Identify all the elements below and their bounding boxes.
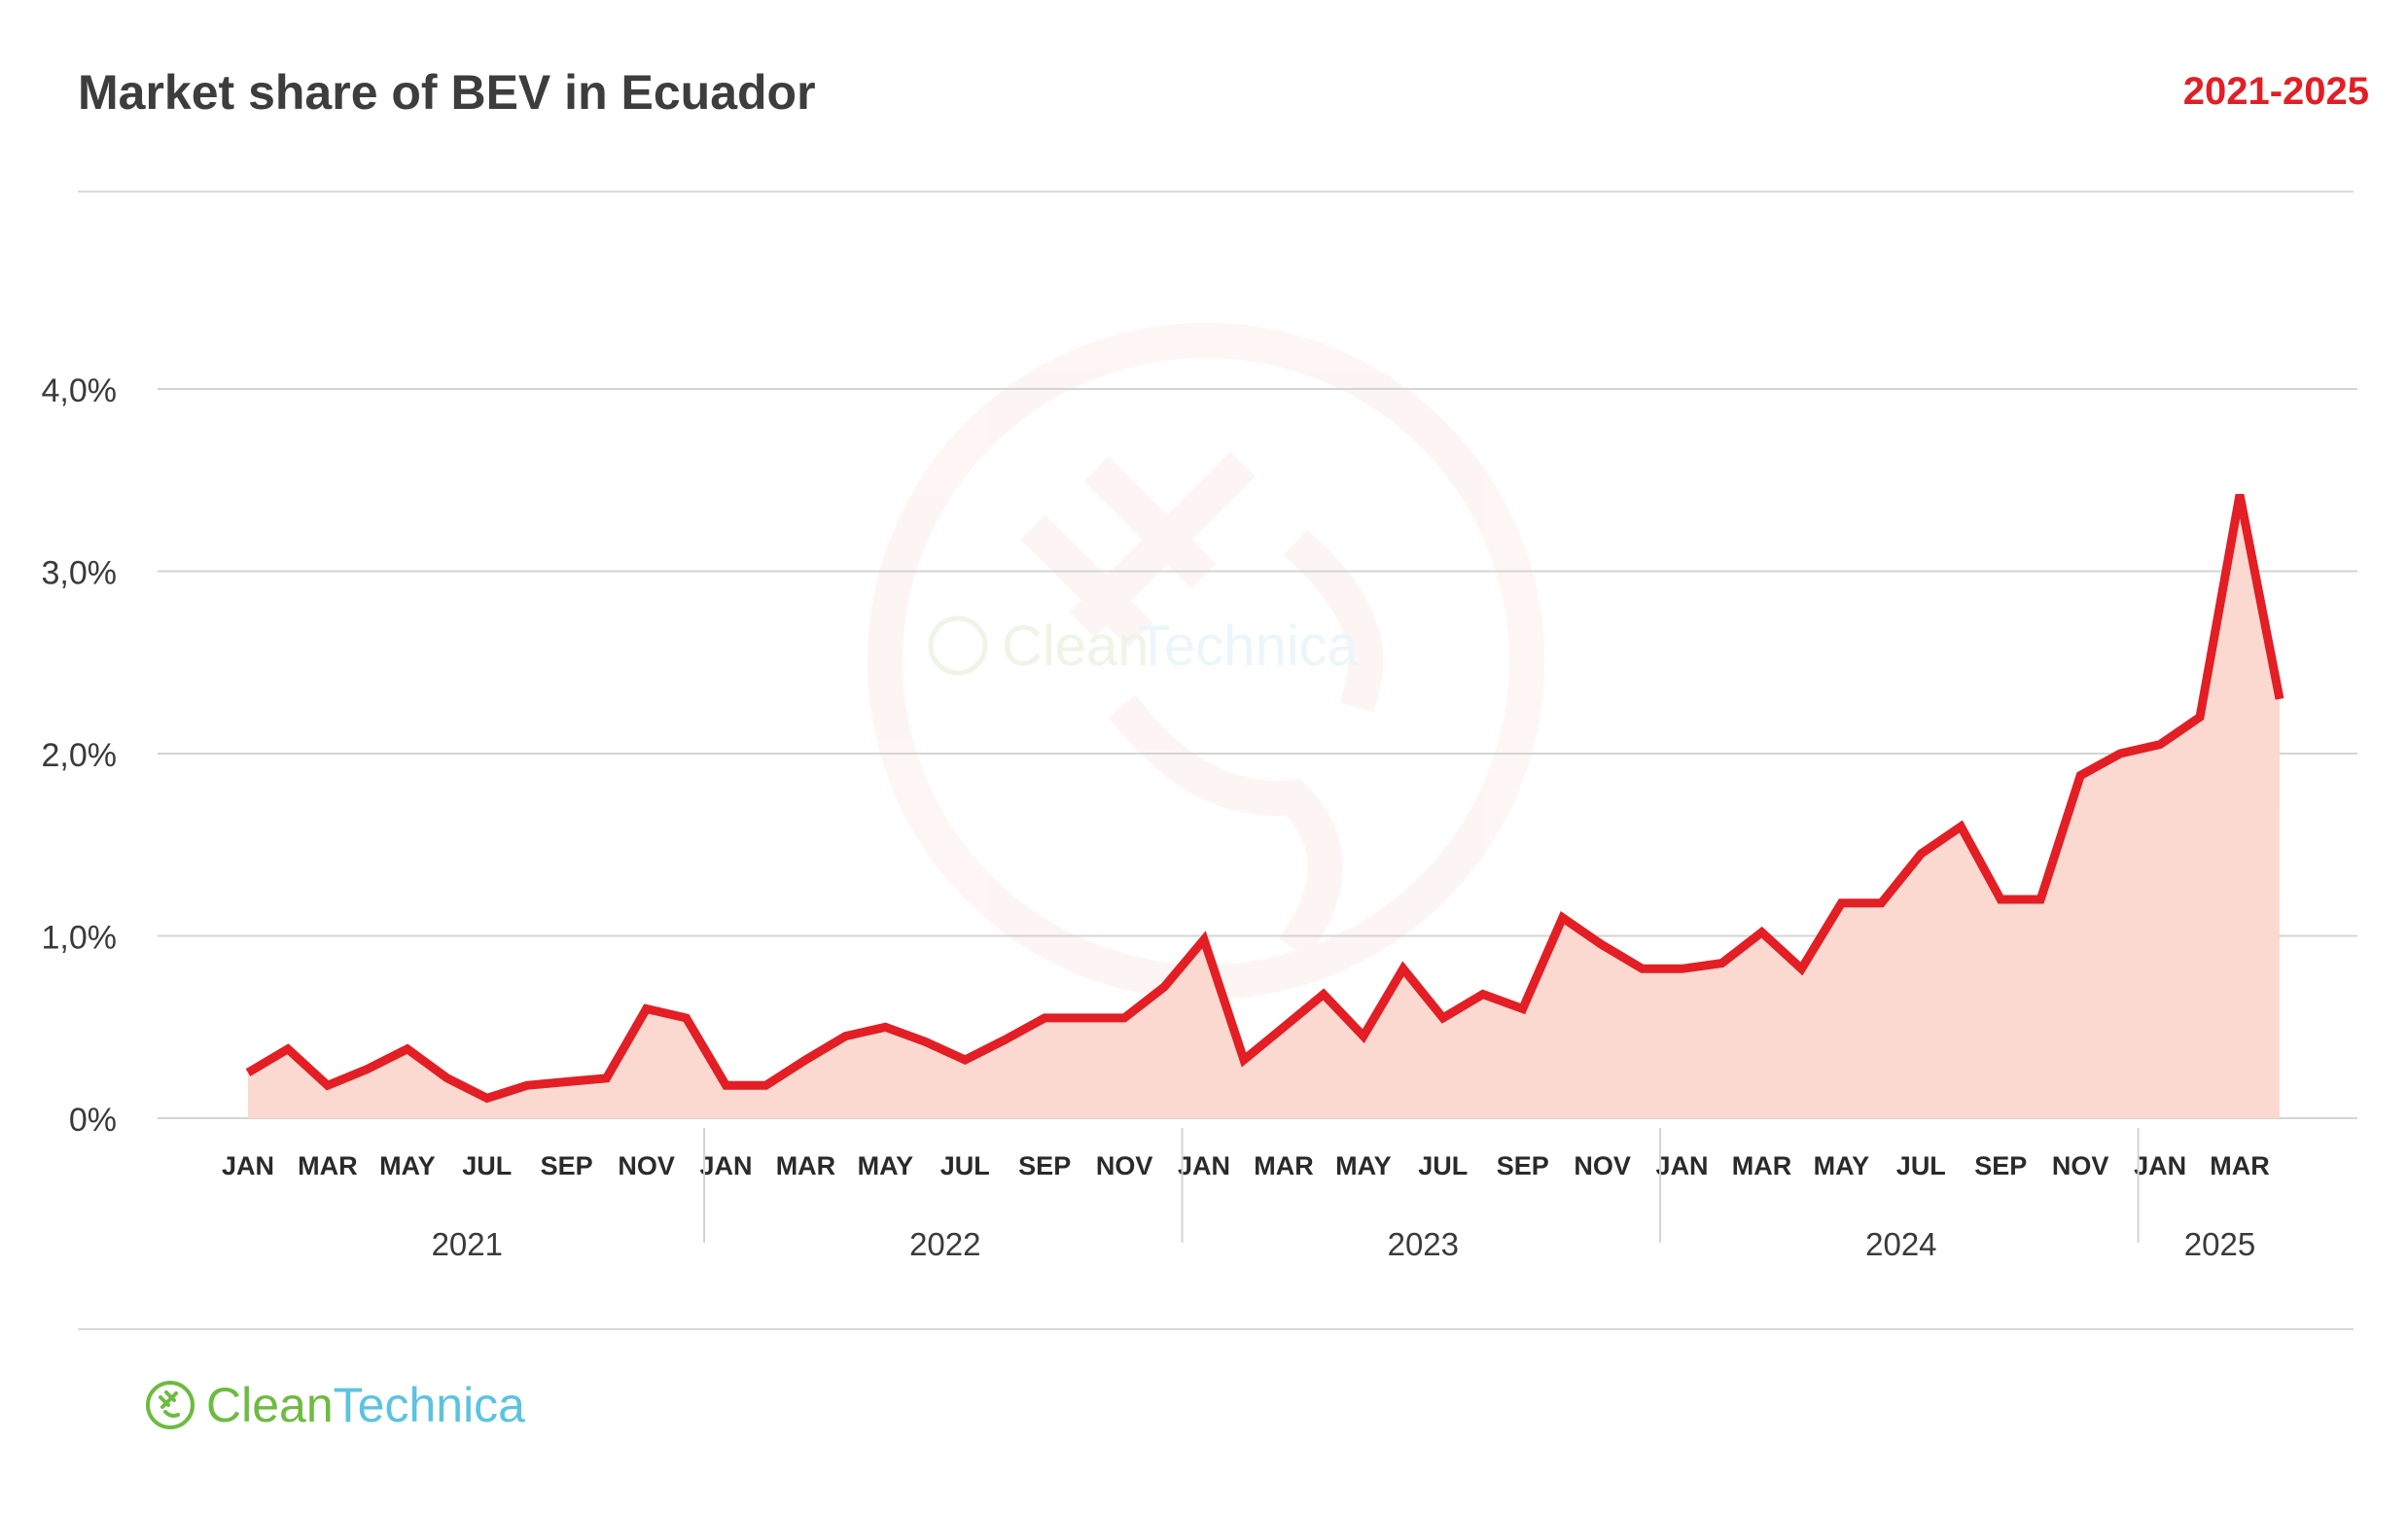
x-month-label: MAY <box>379 1151 436 1180</box>
x-year-label: 2022 <box>909 1226 980 1262</box>
plug-icon <box>1020 451 1384 958</box>
chart-period: 2021-2025 <box>2182 70 2369 113</box>
x-month-label: JAN <box>2134 1151 2186 1180</box>
x-month-label: JUL <box>462 1151 512 1180</box>
x-month-label: MAR <box>776 1151 836 1180</box>
x-month-label: NOV <box>1096 1151 1153 1180</box>
y-tick-label: 3,0% <box>42 555 118 592</box>
x-month-label: JAN <box>1656 1151 1709 1180</box>
x-month-label: SEP <box>1497 1151 1549 1180</box>
x-month-label: SEP <box>541 1151 593 1180</box>
x-month-label: MAR <box>1254 1151 1314 1180</box>
x-year-label: 2023 <box>1388 1226 1459 1262</box>
bottom-divider <box>78 1328 2354 1330</box>
x-month-label: MAY <box>1335 1151 1392 1180</box>
x-month-label: MAR <box>298 1151 358 1180</box>
x-month-label: JUL <box>1896 1151 1946 1180</box>
series-area <box>248 494 2280 1118</box>
watermark-brand-technica: Technica <box>1136 615 1360 678</box>
watermark: Clean Technica <box>868 323 1544 1000</box>
watermark-brand: Clean Technica <box>928 615 1360 678</box>
x-year-label: 2025 <box>2184 1226 2255 1262</box>
y-tick-label: 4,0% <box>42 372 118 409</box>
y-axis: 0% 1,0% 2,0% 3,0% 4,0% <box>42 372 118 1139</box>
x-month-label: JUL <box>940 1151 990 1180</box>
plug-icon <box>146 1381 195 1429</box>
y-tick-label: 2,0% <box>42 737 118 774</box>
x-month-label: MAR <box>2210 1151 2270 1180</box>
series-line <box>245 493 2284 1104</box>
x-month-label: NOV <box>2052 1151 2109 1180</box>
footer-brand-clean: Clean <box>206 1378 334 1432</box>
x-month-label: SEP <box>1018 1151 1071 1180</box>
footer-brand-technica: Technica <box>333 1378 525 1432</box>
x-month-label: JUL <box>1418 1151 1468 1180</box>
x-month-label: JAN <box>1178 1151 1230 1180</box>
top-divider <box>78 191 2354 193</box>
x-month-label: MAY <box>1814 1151 1870 1180</box>
x-month-label: JAN <box>700 1151 753 1180</box>
series <box>245 493 2284 1118</box>
x-month-label: MAY <box>858 1151 914 1180</box>
bev-market-share-chart: Clean Technica 0% 1,0% 2,0% 3,0% 4,0% JAN MAR… <box>42 323 2357 1262</box>
chart-title: Market share of BEV in Ecuador <box>78 65 816 120</box>
x-year-label: 2024 <box>1865 1226 1936 1262</box>
x-month-label: NOV <box>1574 1151 1631 1180</box>
x-year-label: 2021 <box>432 1226 503 1262</box>
x-axis: JAN MAR MAY JUL SEP NOV JAN MAR MAY JUL SEP NOV JAN M… <box>222 1128 2270 1262</box>
x-month-label: NOV <box>618 1151 675 1180</box>
x-month-label: SEP <box>1974 1151 2027 1180</box>
footer-brand: CleanTechnica <box>144 1377 525 1433</box>
watermark-brand-clean: Clean <box>1002 615 1150 678</box>
x-month-label: JAN <box>222 1151 274 1180</box>
y-tick-label: 0% <box>69 1102 117 1139</box>
y-tick-label: 1,0% <box>42 920 118 957</box>
x-month-label: MAR <box>1732 1151 1792 1180</box>
